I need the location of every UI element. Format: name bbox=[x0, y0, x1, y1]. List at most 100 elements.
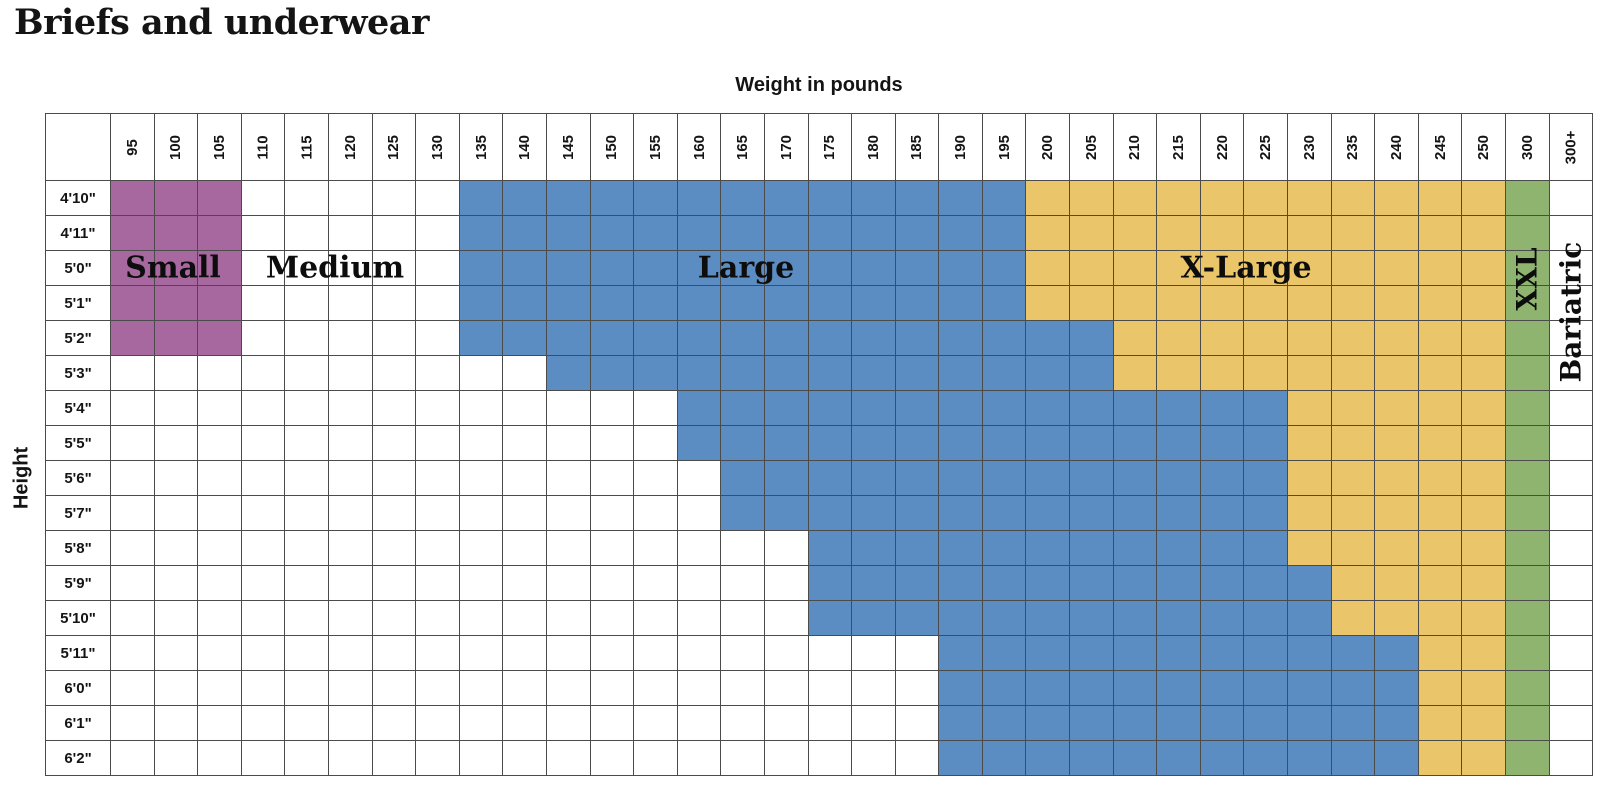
grid-cell bbox=[1070, 286, 1114, 321]
grid-cell bbox=[634, 251, 678, 286]
grid-cell bbox=[459, 601, 504, 636]
grid-cell bbox=[677, 181, 722, 216]
grid-cell bbox=[677, 601, 722, 636]
grid-cell bbox=[111, 636, 155, 671]
grid-cell bbox=[677, 741, 722, 776]
grid-cell bbox=[198, 356, 242, 391]
grid-cell bbox=[852, 496, 896, 531]
grid-cell bbox=[328, 356, 373, 391]
grid-cell bbox=[416, 671, 460, 706]
grid-cell bbox=[328, 286, 373, 321]
grid-cell bbox=[677, 426, 722, 461]
grid-cell bbox=[634, 286, 678, 321]
grid-cell bbox=[1331, 531, 1376, 566]
grid-cell bbox=[634, 531, 678, 566]
grid-cell bbox=[1113, 286, 1158, 321]
grid-cell bbox=[895, 461, 940, 496]
grid-cell bbox=[241, 251, 286, 286]
grid-cell bbox=[895, 741, 940, 776]
grid-cell bbox=[1462, 321, 1506, 356]
grid-cell bbox=[1549, 391, 1594, 426]
grid-cell bbox=[154, 461, 199, 496]
grid-cell bbox=[1288, 636, 1332, 671]
grid-cell bbox=[285, 706, 329, 741]
weight-tick-text: 165 bbox=[734, 134, 752, 160]
grid-cell bbox=[111, 531, 155, 566]
grid-cell bbox=[459, 391, 504, 426]
grid-cell bbox=[1462, 636, 1506, 671]
grid-cell bbox=[982, 601, 1027, 636]
grid-cell bbox=[1026, 531, 1071, 566]
grid-cell bbox=[1288, 496, 1332, 531]
grid-cell bbox=[1462, 671, 1506, 706]
grid-cell bbox=[154, 321, 199, 356]
grid-cell bbox=[241, 286, 286, 321]
grid-cell bbox=[372, 251, 417, 286]
grid-cell bbox=[852, 601, 896, 636]
grid-cell bbox=[721, 426, 765, 461]
grid-cell bbox=[1070, 181, 1114, 216]
grid-cell bbox=[1506, 461, 1550, 496]
grid-cell bbox=[1375, 216, 1419, 251]
grid-cell bbox=[198, 216, 242, 251]
height-tick-text: 5'8" bbox=[64, 539, 92, 557]
grid-cell bbox=[1418, 356, 1463, 391]
grid-cell bbox=[1375, 706, 1419, 741]
weight-tick: 110 bbox=[241, 114, 286, 181]
grid-cell bbox=[1244, 566, 1289, 601]
grid-cell bbox=[459, 321, 504, 356]
weight-tick: 240 bbox=[1375, 114, 1419, 181]
grid-cell bbox=[503, 391, 547, 426]
grid-cell bbox=[1200, 741, 1245, 776]
grid-cell bbox=[1070, 566, 1114, 601]
grid-cell bbox=[198, 706, 242, 741]
grid-cell bbox=[1157, 321, 1201, 356]
grid-cell bbox=[1288, 601, 1332, 636]
grid-cell bbox=[1549, 426, 1594, 461]
grid-cell bbox=[895, 671, 940, 706]
grid-cell bbox=[1244, 531, 1289, 566]
grid-cell bbox=[1244, 251, 1289, 286]
grid-cell bbox=[1462, 601, 1506, 636]
grid-cell bbox=[1244, 671, 1289, 706]
grid-cell bbox=[1331, 671, 1376, 706]
grid-cell bbox=[634, 706, 678, 741]
grid-cell bbox=[590, 671, 635, 706]
grid-cell bbox=[1070, 706, 1114, 741]
grid-cell bbox=[154, 356, 199, 391]
grid-cell bbox=[939, 496, 983, 531]
grid-cell bbox=[328, 461, 373, 496]
grid-cell bbox=[808, 356, 853, 391]
grid-cell bbox=[808, 321, 853, 356]
grid-cell bbox=[1026, 356, 1071, 391]
grid-cell bbox=[1026, 496, 1071, 531]
weight-tick-text: 145 bbox=[559, 134, 577, 160]
grid-cell bbox=[198, 496, 242, 531]
grid-cell bbox=[590, 601, 635, 636]
height-tick-text: 6'0" bbox=[64, 679, 92, 697]
grid-cell bbox=[1070, 426, 1114, 461]
grid-cell bbox=[1506, 741, 1550, 776]
grid-cell bbox=[241, 181, 286, 216]
grid-cell bbox=[198, 286, 242, 321]
grid-cell bbox=[1244, 426, 1289, 461]
grid-cell bbox=[852, 426, 896, 461]
weight-tick-text: 140 bbox=[516, 134, 534, 160]
grid-cell bbox=[1113, 566, 1158, 601]
grid-cell bbox=[546, 461, 591, 496]
grid-cell bbox=[808, 566, 853, 601]
grid-cell bbox=[372, 216, 417, 251]
grid-cell bbox=[111, 181, 155, 216]
grid-cell bbox=[328, 706, 373, 741]
grid-cell bbox=[1331, 706, 1376, 741]
grid-cell bbox=[459, 216, 504, 251]
grid-cell bbox=[852, 391, 896, 426]
grid-cell bbox=[808, 496, 853, 531]
grid-cell bbox=[416, 426, 460, 461]
grid-cell bbox=[1418, 391, 1463, 426]
grid-cell bbox=[285, 356, 329, 391]
grid-cell bbox=[241, 461, 286, 496]
grid-cell bbox=[852, 461, 896, 496]
grid-cell bbox=[1331, 251, 1376, 286]
grid-cell bbox=[1462, 706, 1506, 741]
